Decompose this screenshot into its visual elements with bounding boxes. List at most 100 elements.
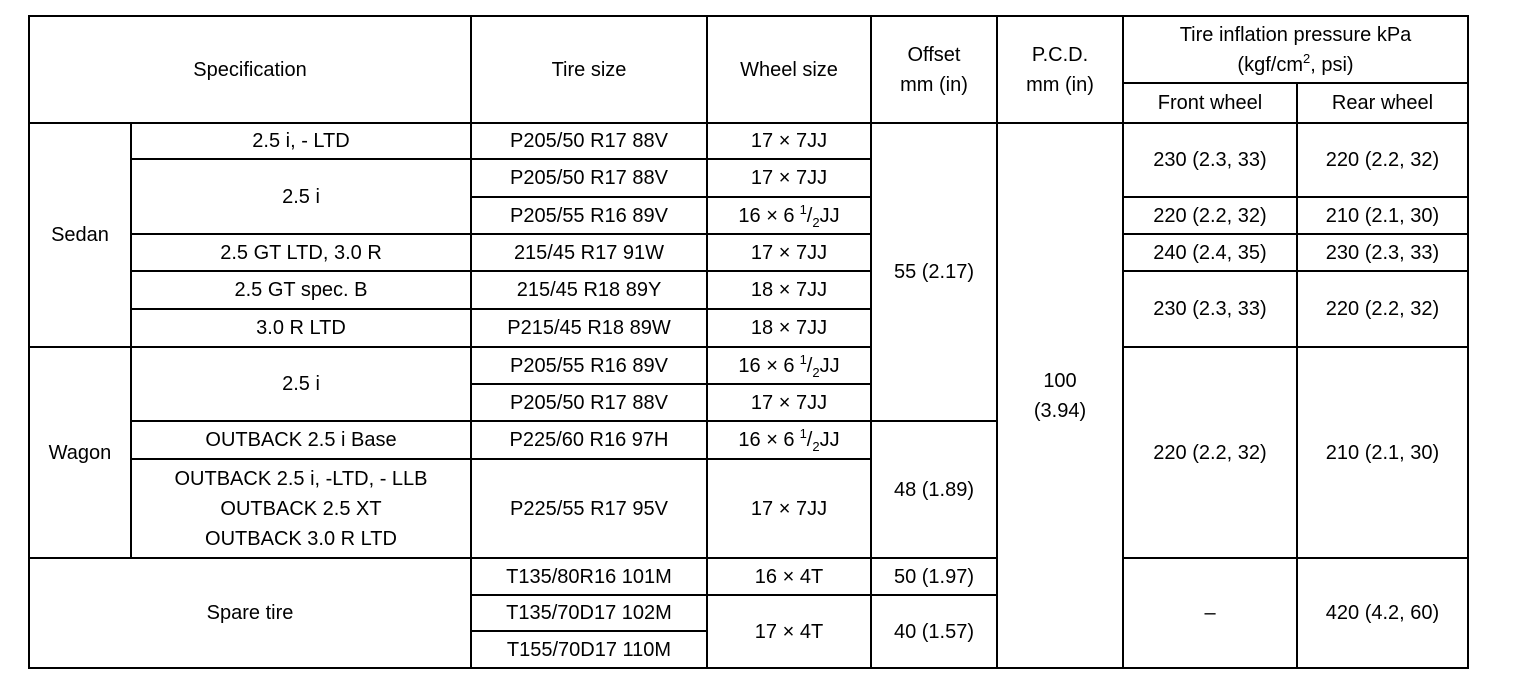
- table-cell: Sedan: [28, 122, 132, 348]
- table-row: 2.5 GT LTD, 3.0 R 215/45 R17 91W 17 × 7J…: [29, 233, 1469, 272]
- text: , psi): [1310, 53, 1354, 76]
- table-cell: 215/45 R18 89Y: [470, 270, 708, 310]
- text: 1: [799, 201, 807, 217]
- text: (kgf/cm2, psi): [1124, 50, 1467, 80]
- table-row: Spare tire T135/80R16 101M 16 × 4T 50 (1…: [28, 557, 1469, 669]
- table-cell: 17 × 7JJ: [706, 233, 872, 272]
- table-cell: 16 × 6 1/2JJ: [706, 196, 872, 235]
- table-cell: 18 × 7JJ: [706, 270, 872, 310]
- table-cell: P225/60 R16 97H: [470, 420, 708, 460]
- text: OUTBACK 2.5 XT: [220, 497, 382, 520]
- table-row: 2.5 GT spec. B 215/45 R18 89Y 18 × 7JJ 2…: [29, 270, 1469, 348]
- text: (kgf/cm: [1237, 53, 1303, 76]
- table-cell: 220 (2.2, 32): [1122, 196, 1298, 235]
- table-cell: 18 × 7JJ: [706, 308, 872, 348]
- table-cell: 3.0 R LTD: [130, 308, 472, 348]
- table-row: P205/50 R17 88V 17 × 7JJ: [29, 383, 1468, 422]
- table-cell: 220 (2.2, 32): [1296, 270, 1469, 348]
- table-cell: 220 (2.2, 32): [1296, 122, 1469, 198]
- text: 2: [812, 214, 820, 230]
- table-row: P205/55 R16 89V 16 × 6 1/2JJ 220 (2.2, 32…: [29, 196, 1469, 235]
- table-cell: OUTBACK 2.5 i, -LTD, - LLB OUTBACK 2.5 XT…: [130, 458, 472, 559]
- table-cell: 17 × 7JJ: [706, 383, 872, 422]
- table-cell: 17 × 7JJ: [706, 158, 872, 198]
- table-cell: P205/50 R17 88V: [470, 122, 708, 160]
- table-cell: 2.5 i, - LTD: [130, 122, 472, 160]
- table-cell: 100 (3.94): [996, 122, 1124, 669]
- text: 1: [799, 351, 807, 367]
- table-row: Sedan 2.5 i, - LTD P205/50 R17 88V 17 × …: [28, 122, 1469, 669]
- table-cell: 40 (1.57): [870, 594, 998, 669]
- table-cell: P205/55 R16 89V: [470, 196, 708, 235]
- table-cell: 2.5 GT LTD, 3.0 R: [130, 233, 472, 272]
- text: 2: [812, 439, 820, 454]
- table-cell: 17 × 7JJ: [706, 122, 872, 160]
- spec-table: Specification Tire size Wheel size Offse…: [28, 15, 1469, 669]
- table-row: OUTBACK 2.5 i, -LTD, - LLB OUTBACK 2.5 XT…: [29, 458, 1468, 559]
- fraction-slash: /: [806, 204, 813, 227]
- table-cell: 17 × 4T: [706, 594, 872, 669]
- table-cell: T155/70D17 110M: [470, 630, 708, 669]
- table-cell: –: [1122, 557, 1298, 669]
- text: 1: [799, 426, 807, 441]
- table-cell: Rear wheel: [1296, 82, 1469, 124]
- table-cell: Front wheel: [1122, 82, 1298, 124]
- table-cell: OUTBACK 2.5 i Base: [130, 420, 472, 460]
- table-cell: 2.5 GT spec. B: [130, 270, 472, 310]
- text: 2: [1302, 50, 1311, 66]
- table-cell: 48 (1.89): [870, 420, 998, 559]
- table-row: 2.5 i P205/50 R17 88V 17 × 7JJ: [29, 158, 1468, 235]
- text: mm (in): [1026, 73, 1094, 96]
- table-cell: 16 × 6 1/2JJ: [706, 420, 872, 460]
- text: JJ: [819, 354, 840, 377]
- table-cell: 230 (2.3, 33): [1296, 233, 1469, 272]
- table-row: T135/70D17 102M 17 × 4T 40 (1.57): [29, 594, 1468, 669]
- text: 100: [1043, 369, 1077, 392]
- table-cell: P.C.D. mm (in): [996, 15, 1124, 124]
- table-cell: Specification: [28, 15, 472, 124]
- table-row: Front wheel Rear wheel: [29, 82, 1469, 124]
- table-cell: T135/80R16 101M: [470, 557, 708, 596]
- text: JJ: [819, 204, 840, 227]
- text: mm (in): [900, 73, 968, 96]
- table-cell: T135/70D17 102M: [470, 594, 708, 632]
- table-cell: 230 (2.3, 33): [1122, 270, 1298, 348]
- text: 2: [812, 364, 820, 380]
- table-cell: P225/55 R17 95V: [470, 458, 708, 559]
- table-cell: P205/50 R17 88V: [470, 158, 708, 198]
- table-cell: Wagon: [28, 346, 132, 559]
- table-cell: P205/55 R16 89V: [470, 346, 708, 385]
- table-cell: P205/50 R17 88V: [470, 383, 708, 422]
- table-row: 3.0 R LTD P215/45 R18 89W 18 × 7JJ: [29, 308, 1468, 348]
- text: (3.94): [1033, 399, 1087, 422]
- table-row: Specification Tire size Wheel size Offse…: [28, 15, 1469, 124]
- table-cell: 16 × 4T: [706, 557, 872, 596]
- table-row: OUTBACK 2.5 i Base P225/60 R16 97H 16 × …: [29, 420, 1468, 559]
- table-cell: 220 (2.2, 32): [1122, 346, 1298, 559]
- table-cell: Offset mm (in): [870, 15, 998, 124]
- text: 16 × 6: [738, 204, 795, 227]
- text: JJ: [819, 429, 840, 451]
- table-cell: P215/45 R18 89W: [470, 308, 708, 348]
- text: Tire inflation pressure kPa: [1179, 23, 1412, 46]
- text: 16 × 6: [738, 429, 795, 451]
- table-row: T155/70D17 110M: [29, 630, 1468, 669]
- table-cell: Spare tire: [28, 557, 472, 669]
- text: OUTBACK 3.0 R LTD: [205, 527, 397, 550]
- text: Offset: [907, 43, 961, 66]
- table-cell: 420 (4.2, 60): [1296, 557, 1469, 669]
- table-cell: Wheel size: [706, 15, 872, 124]
- table-cell: 230 (2.3, 33): [1122, 122, 1298, 198]
- fraction-slash: /: [806, 429, 813, 451]
- table-cell: 16 × 6 1/2JJ: [706, 346, 872, 385]
- table-cell: 55 (2.17): [870, 122, 998, 422]
- text: OUTBACK 2.5 i, -LTD, - LLB: [174, 467, 428, 490]
- table-cell: 2.5 i: [130, 158, 472, 235]
- table-cell: 215/45 R17 91W: [470, 233, 708, 272]
- text: 16 × 6: [738, 354, 795, 377]
- table-cell: 2.5 i: [130, 346, 472, 422]
- table-cell: 17 × 7JJ: [706, 458, 872, 559]
- table-cell: 210 (2.1, 30): [1296, 346, 1469, 559]
- table-row: Wagon 2.5 i P205/55 R16 89V 16 × 6 1/2JJ …: [28, 346, 1469, 559]
